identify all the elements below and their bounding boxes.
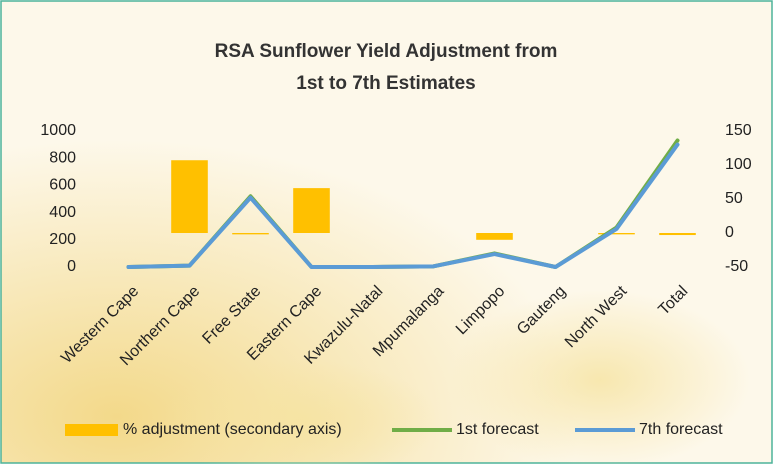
- chart-title: RSA Sunflower Yield Adjustment from: [215, 41, 558, 62]
- y2-tick-label: -50: [725, 258, 748, 275]
- y-tick-label: 800: [49, 149, 76, 166]
- y2-tick-label: 50: [725, 190, 743, 207]
- bar: [659, 233, 696, 236]
- legend-swatch: [65, 424, 118, 436]
- y-tick-label: 0: [67, 258, 76, 275]
- y-tick-label: 200: [49, 231, 76, 248]
- y2-tick-label: 150: [725, 122, 752, 139]
- bar: [171, 160, 208, 233]
- legend-label: % adjustment (secondary axis): [123, 421, 342, 438]
- chart-title: 1st to 7th Estimates: [296, 73, 476, 94]
- y-tick-label: 400: [49, 204, 76, 221]
- bar: [293, 188, 330, 233]
- bar: [476, 233, 513, 240]
- y2-tick-label: 0: [725, 224, 734, 241]
- legend-label: 7th forecast: [639, 421, 723, 438]
- bar: [598, 233, 635, 235]
- line: [126, 142, 680, 269]
- background-blob: [450, 290, 750, 464]
- bar: [232, 233, 269, 235]
- legend-label: 1st forecast: [456, 421, 539, 438]
- background-blob: [160, 360, 440, 464]
- y-tick-label: 600: [49, 177, 76, 194]
- y-tick-label: 1000: [40, 122, 76, 139]
- y2-tick-label: 100: [725, 156, 752, 173]
